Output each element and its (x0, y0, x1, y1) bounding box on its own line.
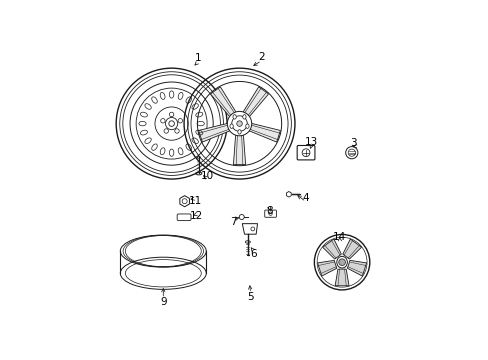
Ellipse shape (242, 114, 245, 119)
Circle shape (227, 111, 251, 136)
Circle shape (338, 259, 345, 266)
Ellipse shape (229, 124, 233, 129)
Text: 5: 5 (247, 292, 253, 302)
Polygon shape (248, 123, 280, 142)
Text: 12: 12 (189, 211, 203, 221)
Polygon shape (346, 260, 366, 276)
Text: 10: 10 (201, 171, 214, 181)
Ellipse shape (336, 256, 346, 268)
Circle shape (163, 129, 168, 133)
Circle shape (161, 118, 165, 123)
Text: 14: 14 (332, 232, 346, 242)
Polygon shape (322, 239, 341, 259)
Circle shape (169, 112, 173, 117)
Text: 4: 4 (302, 193, 309, 203)
Text: 13: 13 (305, 136, 318, 147)
Text: 2: 2 (258, 52, 264, 62)
Polygon shape (198, 123, 230, 142)
Polygon shape (317, 260, 336, 276)
Polygon shape (233, 135, 245, 165)
Text: 3: 3 (349, 138, 356, 148)
Text: 7: 7 (230, 217, 236, 227)
Text: 8: 8 (265, 206, 272, 216)
Polygon shape (243, 87, 268, 117)
Ellipse shape (237, 130, 241, 134)
Polygon shape (210, 87, 236, 117)
Text: 1: 1 (194, 53, 201, 63)
Polygon shape (342, 239, 361, 259)
Circle shape (236, 121, 242, 126)
Polygon shape (334, 269, 348, 286)
Circle shape (314, 234, 369, 290)
Ellipse shape (232, 114, 236, 119)
Circle shape (168, 121, 174, 126)
Text: 11: 11 (188, 196, 202, 206)
Ellipse shape (245, 124, 248, 129)
Circle shape (174, 129, 179, 133)
Polygon shape (180, 195, 189, 207)
Circle shape (178, 118, 182, 123)
Text: 6: 6 (249, 249, 256, 259)
Text: 9: 9 (160, 297, 166, 307)
